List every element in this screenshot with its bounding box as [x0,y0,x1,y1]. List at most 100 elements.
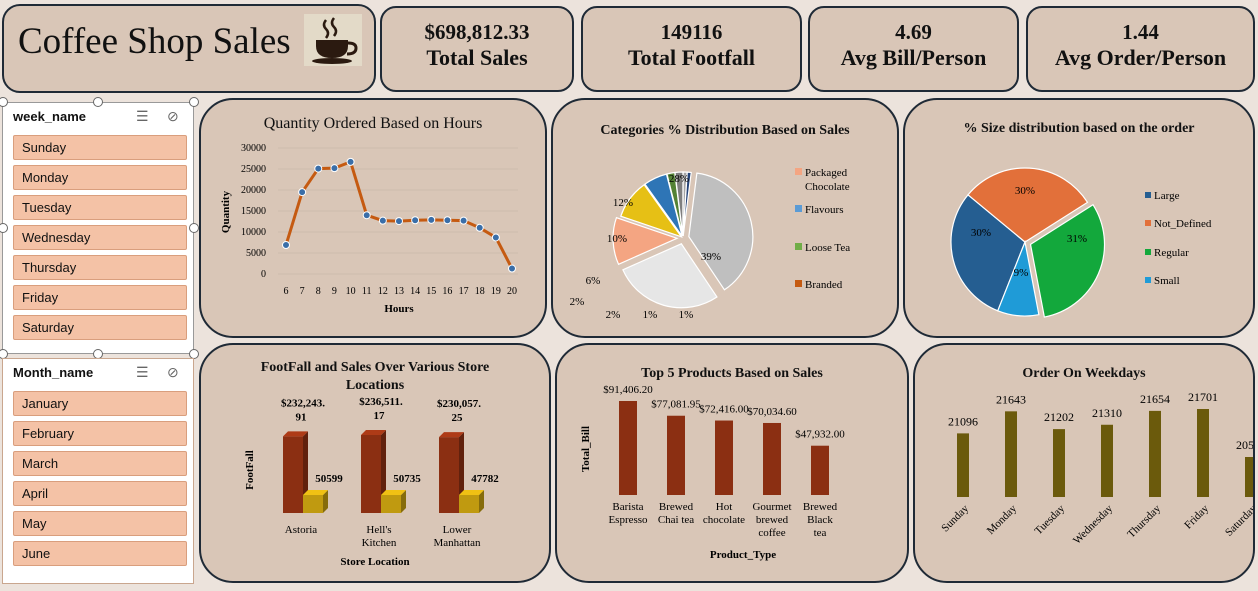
legend-label: Loose Tea [805,242,850,254]
weekday-orders-panel: Order On Weekdays 21096 Sunday 21643 Monday… [913,343,1255,583]
multi-select-icon[interactable]: ☰ [136,364,149,380]
category-label: Brewed [659,501,694,513]
data-label: 31% [1067,233,1087,245]
bar-footfall [303,495,323,513]
slicer-item-wednesday[interactable]: Wednesday [13,225,187,250]
resize-handle[interactable] [0,97,8,107]
data-point [395,217,403,226]
month-slicer[interactable]: Month_name ☰ ⊘ January February March Ap… [2,358,194,584]
slicer-item-may[interactable]: May [13,511,187,536]
slicer-item-saturday[interactable]: Saturday [13,315,187,340]
x-tick-label: 16 [442,286,452,297]
x-tick-label: 10 [346,286,356,297]
y-tick-label: 15000 [241,206,266,217]
slicer-item-june[interactable]: June [13,541,187,566]
kpi-value: $698,812.33 [424,20,530,44]
category-label: tea [814,527,827,539]
resize-handle[interactable] [189,223,199,233]
data-point [491,233,500,242]
bar-footfall [459,495,479,513]
data-label: $77,081.95 [651,399,701,411]
data-point [298,188,307,197]
clear-filter-icon[interactable]: ⊘ [167,364,179,380]
chart-title: Categories % Distribution Based on Sales [600,123,850,138]
clear-filter-icon[interactable]: ⊘ [167,108,179,124]
slicer-item-january[interactable]: January [13,391,187,416]
pie-slice [620,183,683,238]
data-point [508,264,516,273]
resize-handle[interactable] [93,97,103,107]
bar-sales [283,436,303,513]
data-point [282,241,290,250]
top-products-panel: Top 5 Products Based on Sales Total_Bill… [555,343,909,583]
slicer-item-february[interactable]: February [13,421,187,446]
category-label: Wednesday [1071,502,1115,546]
kpi-label: Total Sales [426,45,528,70]
chart-title: Top 5 Products Based on Sales [641,366,823,381]
data-label-sales: $230,057. [437,398,481,410]
data-label-footfall: 50735 [393,473,421,485]
kpi-total-footfall: 149116 Total Footfall [581,6,802,92]
slicer-item-april[interactable]: April [13,481,187,506]
data-point [443,216,452,225]
resize-handle[interactable] [189,97,199,107]
legend-label: Not_Defined [1154,218,1212,230]
resize-handle[interactable] [0,223,8,233]
bar-footfall [381,495,401,513]
data-label: 20510 [1236,438,1253,452]
kpi-total-sales: $698,812.33 Total Sales [380,6,574,92]
slicer-item-march[interactable]: March [13,451,187,476]
data-point [427,215,436,224]
data-label: 21701 [1188,390,1218,404]
bar [1149,410,1161,497]
slicer-item-sunday[interactable]: Sunday [13,135,187,160]
legend-label: Regular [1154,247,1189,259]
chart-title: FootFall and Sales Over Various Store Lo… [260,360,490,393]
kpi-value: 1.44 [1122,20,1159,44]
bar [667,415,685,495]
slicer-item-monday[interactable]: Monday [13,165,187,190]
category-label: Gourmet [752,501,791,513]
bar [1005,411,1017,497]
kpi-value: 4.69 [895,20,932,44]
bar-footfall-side [479,490,484,513]
data-label: 21096 [948,414,978,428]
category-label: Kitchen [362,537,397,549]
category-pie-chart: 39%28%12%10%6%2%2% 1% 1%PackagedChocolateF… [570,167,851,321]
bar-sales-top [361,430,386,435]
x-tick-label: 19 [491,286,501,297]
data-label: 6% [586,275,601,287]
data-label: 21202 [1044,410,1074,424]
category-label: Astoria [285,524,318,536]
week-slicer[interactable]: week_name ☰ ⊘ Sunday Monday Tuesday Wedn… [2,102,194,354]
bar [1197,409,1209,497]
x-tick-label: 17 [459,286,469,297]
hourly-quantity-panel: Quantity Ordered Based on Hours 0 5000 100… [199,98,547,338]
data-label: 1% [643,309,658,321]
resize-handle[interactable] [189,349,199,359]
slicer-item-thursday[interactable]: Thursday [13,255,187,280]
data-label: 9% [1014,267,1029,279]
data-label: 2% [570,296,585,308]
data-label-sales: 17 [374,410,386,422]
bar [811,445,829,495]
data-label: 10% [607,233,627,245]
data-label: 12% [613,197,633,209]
pie-slice [967,167,1089,243]
data-point [378,216,387,225]
slicer-item-tuesday[interactable]: Tuesday [13,195,187,220]
bar [1053,429,1065,497]
data-label: 30% [1015,185,1035,197]
category-label: Hot [716,501,733,513]
legend-swatch [795,168,802,175]
multi-select-icon[interactable]: ☰ [136,108,149,124]
bar [1101,424,1113,497]
slicer-item-friday[interactable]: Friday [13,285,187,310]
pie-slice [612,216,679,266]
category-label: Brewed [803,501,838,513]
month-slicer-header: Month_name [13,365,94,380]
category-label: Hell's [366,524,391,536]
legend-swatch [795,205,802,212]
pie-slice [622,243,718,309]
